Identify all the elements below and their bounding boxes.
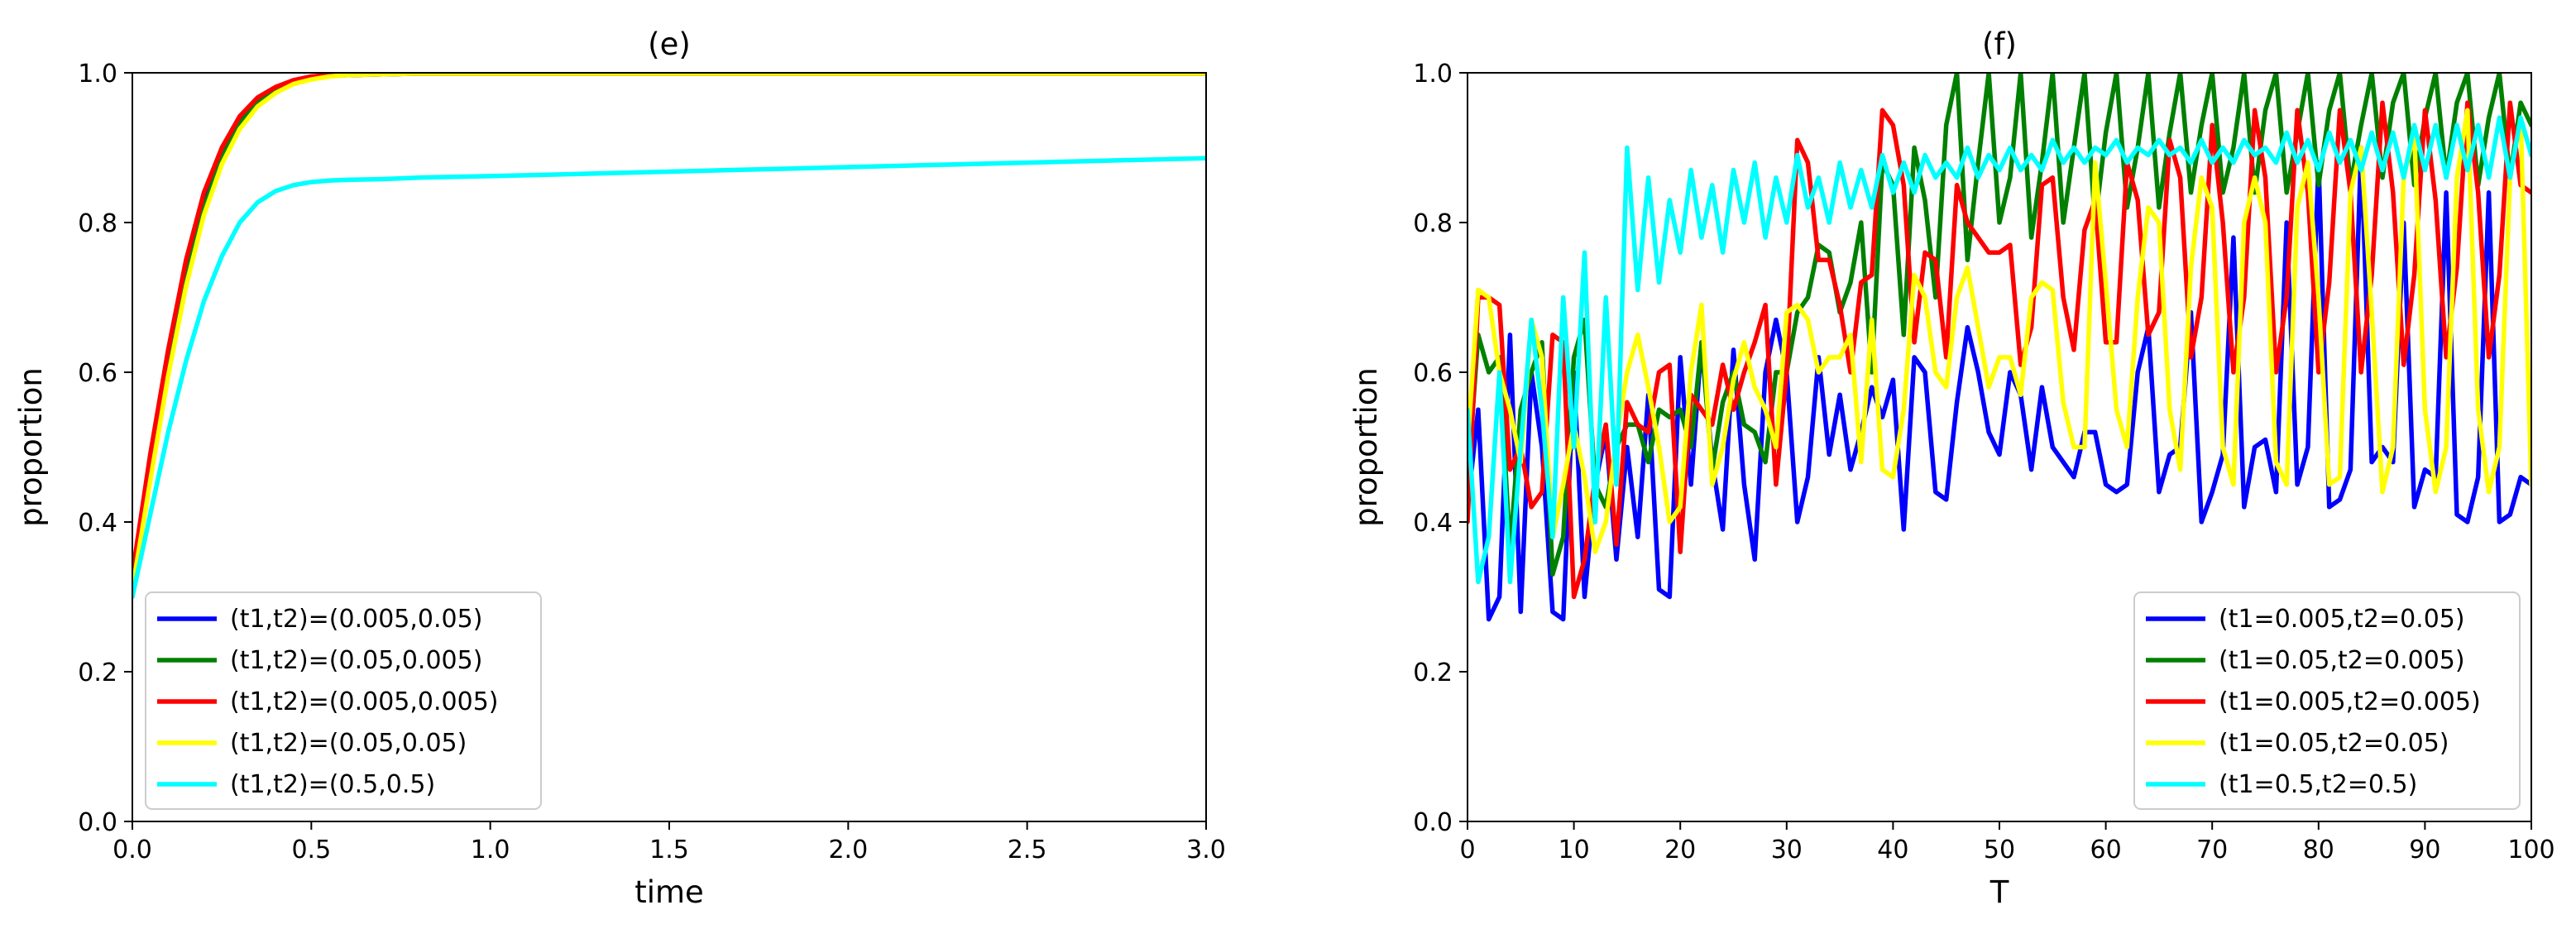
x-tick-label: 30 (1771, 836, 1803, 864)
legend-entry: (t1,t2)=(0.005,0.05) (230, 605, 482, 634)
y-tick-label: 0.4 (78, 509, 117, 538)
legend-box (2133, 591, 2521, 810)
legend-entry: (t1,t2)=(0.005,0.005) (230, 687, 499, 716)
chart-e: 0.0 0.5 1.0 1.5 2.0 2.5 3.0 0.0 0.2 0.4 0.6 0.8 1.0 (… (13, 26, 1226, 910)
x-tick-label: 2.0 (828, 836, 868, 864)
x-tick-label: 90 (2409, 836, 2440, 864)
legend-entry: (t1,t2)=(0.5,0.5) (230, 770, 435, 799)
legend-entry: (t1=0.05,t2=0.05) (2219, 729, 2449, 758)
series-line-4 (1468, 108, 2531, 554)
y-tick-label: 0.0 (1413, 808, 1453, 837)
y-tick-label: 1.0 (78, 60, 117, 89)
x-tick-label: 2.5 (1008, 836, 1047, 864)
x-tick-label: 80 (2303, 836, 2334, 864)
legend-entry: (t1=0.005,t2=0.005) (2219, 687, 2481, 716)
y-axis-label: proportion (1348, 367, 1384, 527)
x-tick-label: 20 (1664, 836, 1696, 864)
series-line-2 (1468, 73, 2531, 577)
series-line-5 (132, 156, 1206, 600)
legend: (t1,t2)=(0.005,0.05) (t1,t2)=(0.05,0.005)… (145, 591, 542, 810)
legend-entry: (t1=0.005,t2=0.05) (2219, 605, 2465, 634)
legend-entry: (t1,t2)=(0.05,0.05) (230, 729, 467, 758)
series-group (1468, 73, 2531, 622)
legend: (t1=0.005,t2=0.05) (t1=0.05,t2=0.005) (t1=… (2133, 591, 2521, 810)
y-tick-label: 0.0 (78, 808, 117, 837)
x-axis-label: time (634, 874, 704, 910)
y-tick-label: 0.2 (78, 658, 117, 687)
y-tick-label: 1.0 (1413, 60, 1453, 89)
x-tick-label: 0.5 (291, 836, 331, 864)
y-tick-label: 0.6 (1413, 359, 1453, 388)
x-tick-label: 1.0 (471, 836, 510, 864)
y-tick-label: 0.4 (1413, 509, 1453, 538)
series-line-5 (1468, 115, 2531, 585)
x-tick-label: 0 (1459, 836, 1475, 864)
legend-entry: (t1=0.05,t2=0.005) (2219, 646, 2465, 675)
x-tick-label: 3.0 (1186, 836, 1226, 864)
x-tick-label: 0.0 (113, 836, 152, 864)
series-line-3 (1468, 100, 2531, 600)
y-axis-label: proportion (13, 367, 49, 527)
x-tick-label: 50 (1984, 836, 2015, 864)
x-tick-label: 40 (1877, 836, 1908, 864)
x-tick-label: 1.5 (649, 836, 689, 864)
x-axis-label: T (1989, 874, 2009, 910)
y-tick-label: 0.8 (1413, 209, 1453, 238)
legend-box (145, 591, 542, 810)
chart-f: 0 10 20 30 40 50 60 70 80 90 100 0.0 0.2 0.4 0.6 0.8 1.0… (1348, 26, 2555, 910)
chart-title: (e) (648, 26, 691, 62)
x-tick-label: 70 (2196, 836, 2228, 864)
y-tick-label: 0.2 (1413, 658, 1453, 687)
chart-title: (f) (1982, 26, 2017, 62)
y-tick-label: 0.8 (78, 209, 117, 238)
legend-entry: (t1=0.5,t2=0.5) (2219, 770, 2417, 799)
x-tick-label: 60 (2090, 836, 2122, 864)
legend-entry: (t1,t2)=(0.05,0.005) (230, 646, 482, 675)
x-tick-label: 10 (1559, 836, 1590, 864)
y-tick-label: 0.6 (78, 359, 117, 388)
x-tick-label: 100 (2507, 836, 2554, 864)
